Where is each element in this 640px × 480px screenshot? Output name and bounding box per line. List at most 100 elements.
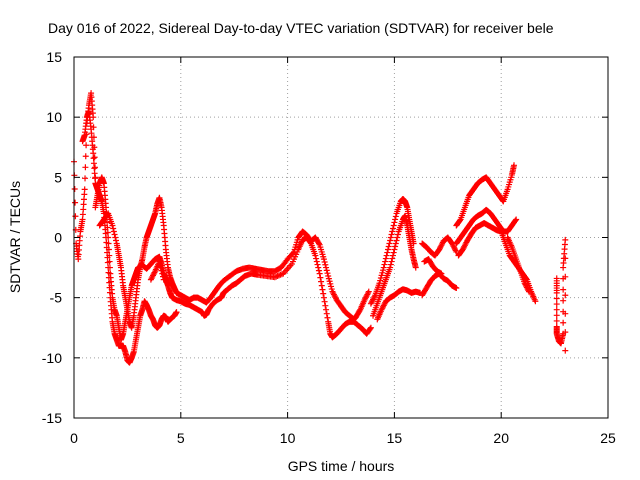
data-point	[380, 264, 387, 271]
data-point	[367, 324, 374, 331]
data-point	[323, 310, 330, 317]
data-point	[110, 225, 117, 232]
data-point	[92, 164, 99, 171]
data-point	[562, 310, 569, 317]
data-point	[160, 276, 167, 283]
data-point	[390, 222, 397, 229]
data-point	[105, 246, 112, 253]
data-point	[388, 258, 395, 265]
data-point	[382, 255, 389, 262]
x-axis-label: GPS time / hours	[288, 458, 395, 474]
data-point	[160, 273, 166, 280]
data-point	[377, 277, 384, 284]
data-point	[328, 283, 335, 290]
data-point	[105, 240, 112, 247]
data-point	[79, 211, 86, 218]
data-point	[103, 204, 110, 211]
data-point	[562, 329, 569, 336]
data-point	[512, 217, 519, 224]
data-point	[324, 314, 331, 321]
data-point	[389, 228, 396, 235]
data-point	[79, 216, 86, 223]
data-point	[90, 150, 97, 157]
chart-title: Day 016 of 2022, Sidereal Day-to-day VTE…	[48, 20, 554, 36]
data-point	[365, 288, 372, 295]
data-point	[562, 347, 569, 354]
data-point	[562, 292, 569, 299]
x-tick-label: 5	[177, 430, 185, 446]
data-point	[388, 231, 395, 238]
data-point	[90, 160, 97, 167]
data-point	[377, 275, 384, 282]
y-tick-label: -10	[42, 350, 62, 366]
data-point	[532, 298, 539, 305]
data-point	[109, 222, 116, 229]
data-point	[328, 286, 335, 293]
series-track-k	[421, 256, 445, 277]
data-point	[560, 286, 567, 293]
data-point	[382, 258, 389, 265]
data-point	[553, 306, 560, 313]
data-point	[412, 264, 419, 271]
data-point	[389, 252, 396, 259]
data-point	[384, 249, 391, 256]
series-track-g	[370, 212, 419, 319]
data-point	[562, 273, 569, 280]
data-point	[456, 217, 463, 224]
axis-ticks: 0 5 10 15 20 25 -15 -10 -5 0 5 10 15	[42, 49, 616, 446]
data-point	[110, 228, 117, 235]
data-point	[367, 325, 374, 332]
data-point	[318, 282, 325, 289]
data-point	[105, 234, 112, 241]
data-point	[326, 278, 333, 285]
data-point	[317, 274, 324, 281]
data-point	[313, 258, 320, 265]
series-track-p	[553, 236, 569, 354]
data-point	[81, 186, 88, 193]
data-point	[318, 278, 325, 285]
data-point	[106, 264, 113, 271]
data-point	[387, 234, 394, 241]
data-point	[113, 237, 120, 244]
data-point	[385, 243, 392, 250]
data-point	[104, 224, 111, 231]
data-point	[71, 185, 78, 192]
series-track-e	[147, 258, 167, 283]
data-point	[389, 225, 396, 232]
data-point	[389, 255, 396, 262]
data-point	[511, 162, 518, 169]
data-point	[320, 290, 327, 297]
data-point	[319, 286, 326, 293]
data-point	[83, 142, 90, 149]
series-track-d	[96, 194, 372, 331]
series-track-o	[504, 234, 532, 295]
data-point	[379, 269, 386, 276]
y-tick-label: -5	[50, 290, 63, 306]
data-point	[106, 252, 113, 259]
data-point	[91, 165, 98, 172]
x-tick-label: 10	[280, 430, 296, 446]
data-point	[325, 273, 332, 280]
data-point	[157, 264, 164, 271]
data-point	[157, 261, 164, 268]
data-point	[320, 256, 327, 263]
data-point	[158, 267, 165, 274]
grid-lines	[74, 57, 608, 418]
data-point	[392, 216, 399, 223]
series-track-l	[453, 162, 518, 229]
data-point	[111, 231, 118, 238]
data-point	[553, 312, 560, 319]
data-point	[82, 164, 89, 171]
data-point	[553, 295, 560, 302]
data-point	[387, 264, 394, 271]
series-track-i	[419, 234, 460, 259]
data-point	[315, 240, 322, 247]
x-tick-label: 0	[70, 430, 78, 446]
data-point	[453, 285, 460, 292]
data-point	[313, 255, 320, 262]
data-point	[323, 306, 330, 313]
data-point	[392, 243, 399, 250]
data-point	[112, 234, 119, 241]
data-point	[562, 236, 569, 243]
